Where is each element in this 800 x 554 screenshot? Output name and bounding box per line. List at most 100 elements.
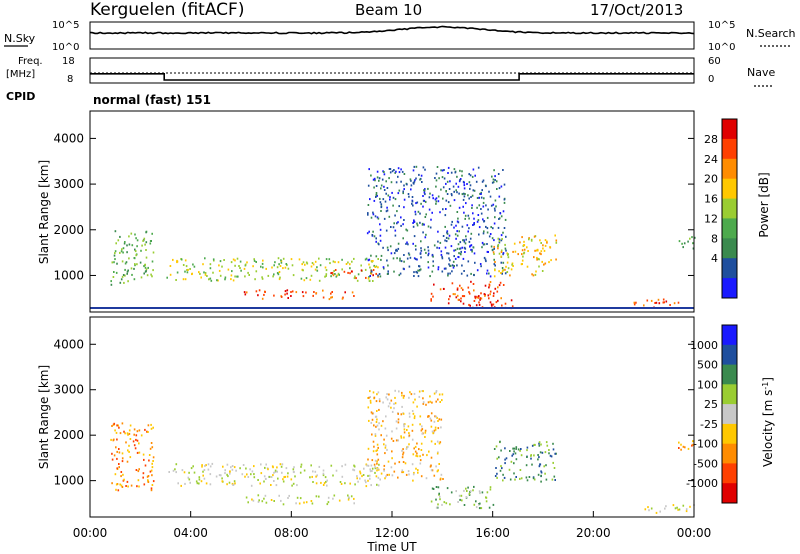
echo-cell <box>360 264 362 267</box>
echo-cell <box>460 300 462 303</box>
echo-cell <box>209 483 212 486</box>
echo-cell <box>453 190 455 193</box>
echo-cell <box>169 265 172 267</box>
echo-cell <box>458 206 461 209</box>
echo-cell <box>437 503 439 506</box>
echo-cell <box>519 449 521 452</box>
echo-cell <box>365 257 368 260</box>
echo-cell <box>416 455 419 458</box>
echo-cell <box>555 241 558 244</box>
echo-cell <box>387 249 389 252</box>
echo-cell <box>456 230 458 233</box>
echo-cell <box>110 283 113 286</box>
echo-cell <box>527 250 529 252</box>
echo-cell <box>414 210 417 213</box>
echo-cell <box>131 273 133 276</box>
echo-cell <box>437 200 440 203</box>
echo-cell <box>243 291 246 294</box>
echo-cell <box>458 230 460 233</box>
echo-cell <box>489 486 492 489</box>
echo-cell <box>412 242 414 245</box>
echo-cell <box>115 242 117 245</box>
echo-cell <box>548 449 550 451</box>
echo-cell <box>501 267 504 269</box>
echo-cell <box>325 480 327 483</box>
echo-cell <box>227 268 230 271</box>
echo-cell <box>502 479 504 482</box>
echo-cell <box>166 276 168 279</box>
echo-cell <box>133 428 136 431</box>
echo-cell <box>401 471 403 474</box>
echo-cell <box>500 239 503 242</box>
echo-cell <box>453 226 455 229</box>
echo-cell <box>487 294 490 297</box>
echo-cell <box>665 300 668 303</box>
echo-cell <box>318 495 320 498</box>
echo-cell <box>457 217 459 220</box>
echo-cell <box>287 472 289 475</box>
echo-cell <box>186 269 188 271</box>
echo-cell <box>220 474 222 477</box>
echo-cell <box>413 257 416 260</box>
echo-cell <box>465 235 467 238</box>
echo-cell <box>477 214 480 216</box>
echo-cell <box>379 201 382 204</box>
freq-tick-top: 18 <box>62 56 75 67</box>
echo-cell <box>415 467 417 470</box>
echo-cell <box>468 240 471 243</box>
echo-cell <box>280 465 283 468</box>
echo-cell <box>418 448 420 451</box>
echo-cell <box>463 184 466 187</box>
echo-cell <box>392 440 395 442</box>
echo-cell <box>260 472 263 475</box>
echo-cell <box>530 239 533 242</box>
echo-cell <box>388 215 391 218</box>
echo-cell <box>520 454 523 457</box>
echo-cell <box>278 271 281 273</box>
echo-cell <box>123 242 126 245</box>
echo-cell <box>472 489 474 492</box>
echo-cell <box>432 295 434 298</box>
echo-cell <box>490 245 493 248</box>
echo-cell <box>121 486 124 488</box>
echo-cell <box>403 260 405 263</box>
echo-cell <box>447 252 450 255</box>
echo-cell <box>375 237 377 240</box>
echo-cell <box>435 390 438 392</box>
echo-cell <box>447 201 450 204</box>
echo-cell <box>390 181 393 184</box>
echo-cell <box>397 247 400 250</box>
echo-cell <box>512 250 514 253</box>
echo-cell <box>397 418 400 421</box>
echo-cell <box>273 294 275 297</box>
echo-cell <box>425 251 427 254</box>
echo-cell <box>525 464 528 467</box>
echo-cell <box>338 273 340 276</box>
echo-cell <box>438 442 441 445</box>
echo-cell <box>482 232 485 235</box>
echo-cell <box>438 463 440 465</box>
echo-cell <box>209 267 212 270</box>
echo-cell <box>375 192 378 194</box>
echo-cell <box>333 270 335 272</box>
echo-cell <box>369 266 371 269</box>
echo-cell <box>439 495 441 498</box>
colorbar-tick-label: 25 <box>704 398 718 411</box>
echo-cell <box>414 213 417 216</box>
echo-cell <box>245 291 248 294</box>
echo-cell <box>420 475 423 478</box>
echo-cell <box>279 276 281 279</box>
echo-cell <box>118 426 120 429</box>
echo-cell <box>481 246 483 249</box>
echo-cell <box>365 276 367 279</box>
echo-cell <box>403 428 406 431</box>
echo-cell <box>542 244 544 247</box>
echo-cell <box>200 480 203 483</box>
echo-cell <box>423 199 426 202</box>
echo-cell <box>494 175 496 178</box>
echo-cell <box>332 474 334 477</box>
echo-cell <box>143 265 145 268</box>
echo-cell <box>543 465 545 468</box>
echo-cell <box>458 247 461 250</box>
echo-cell <box>403 184 405 187</box>
